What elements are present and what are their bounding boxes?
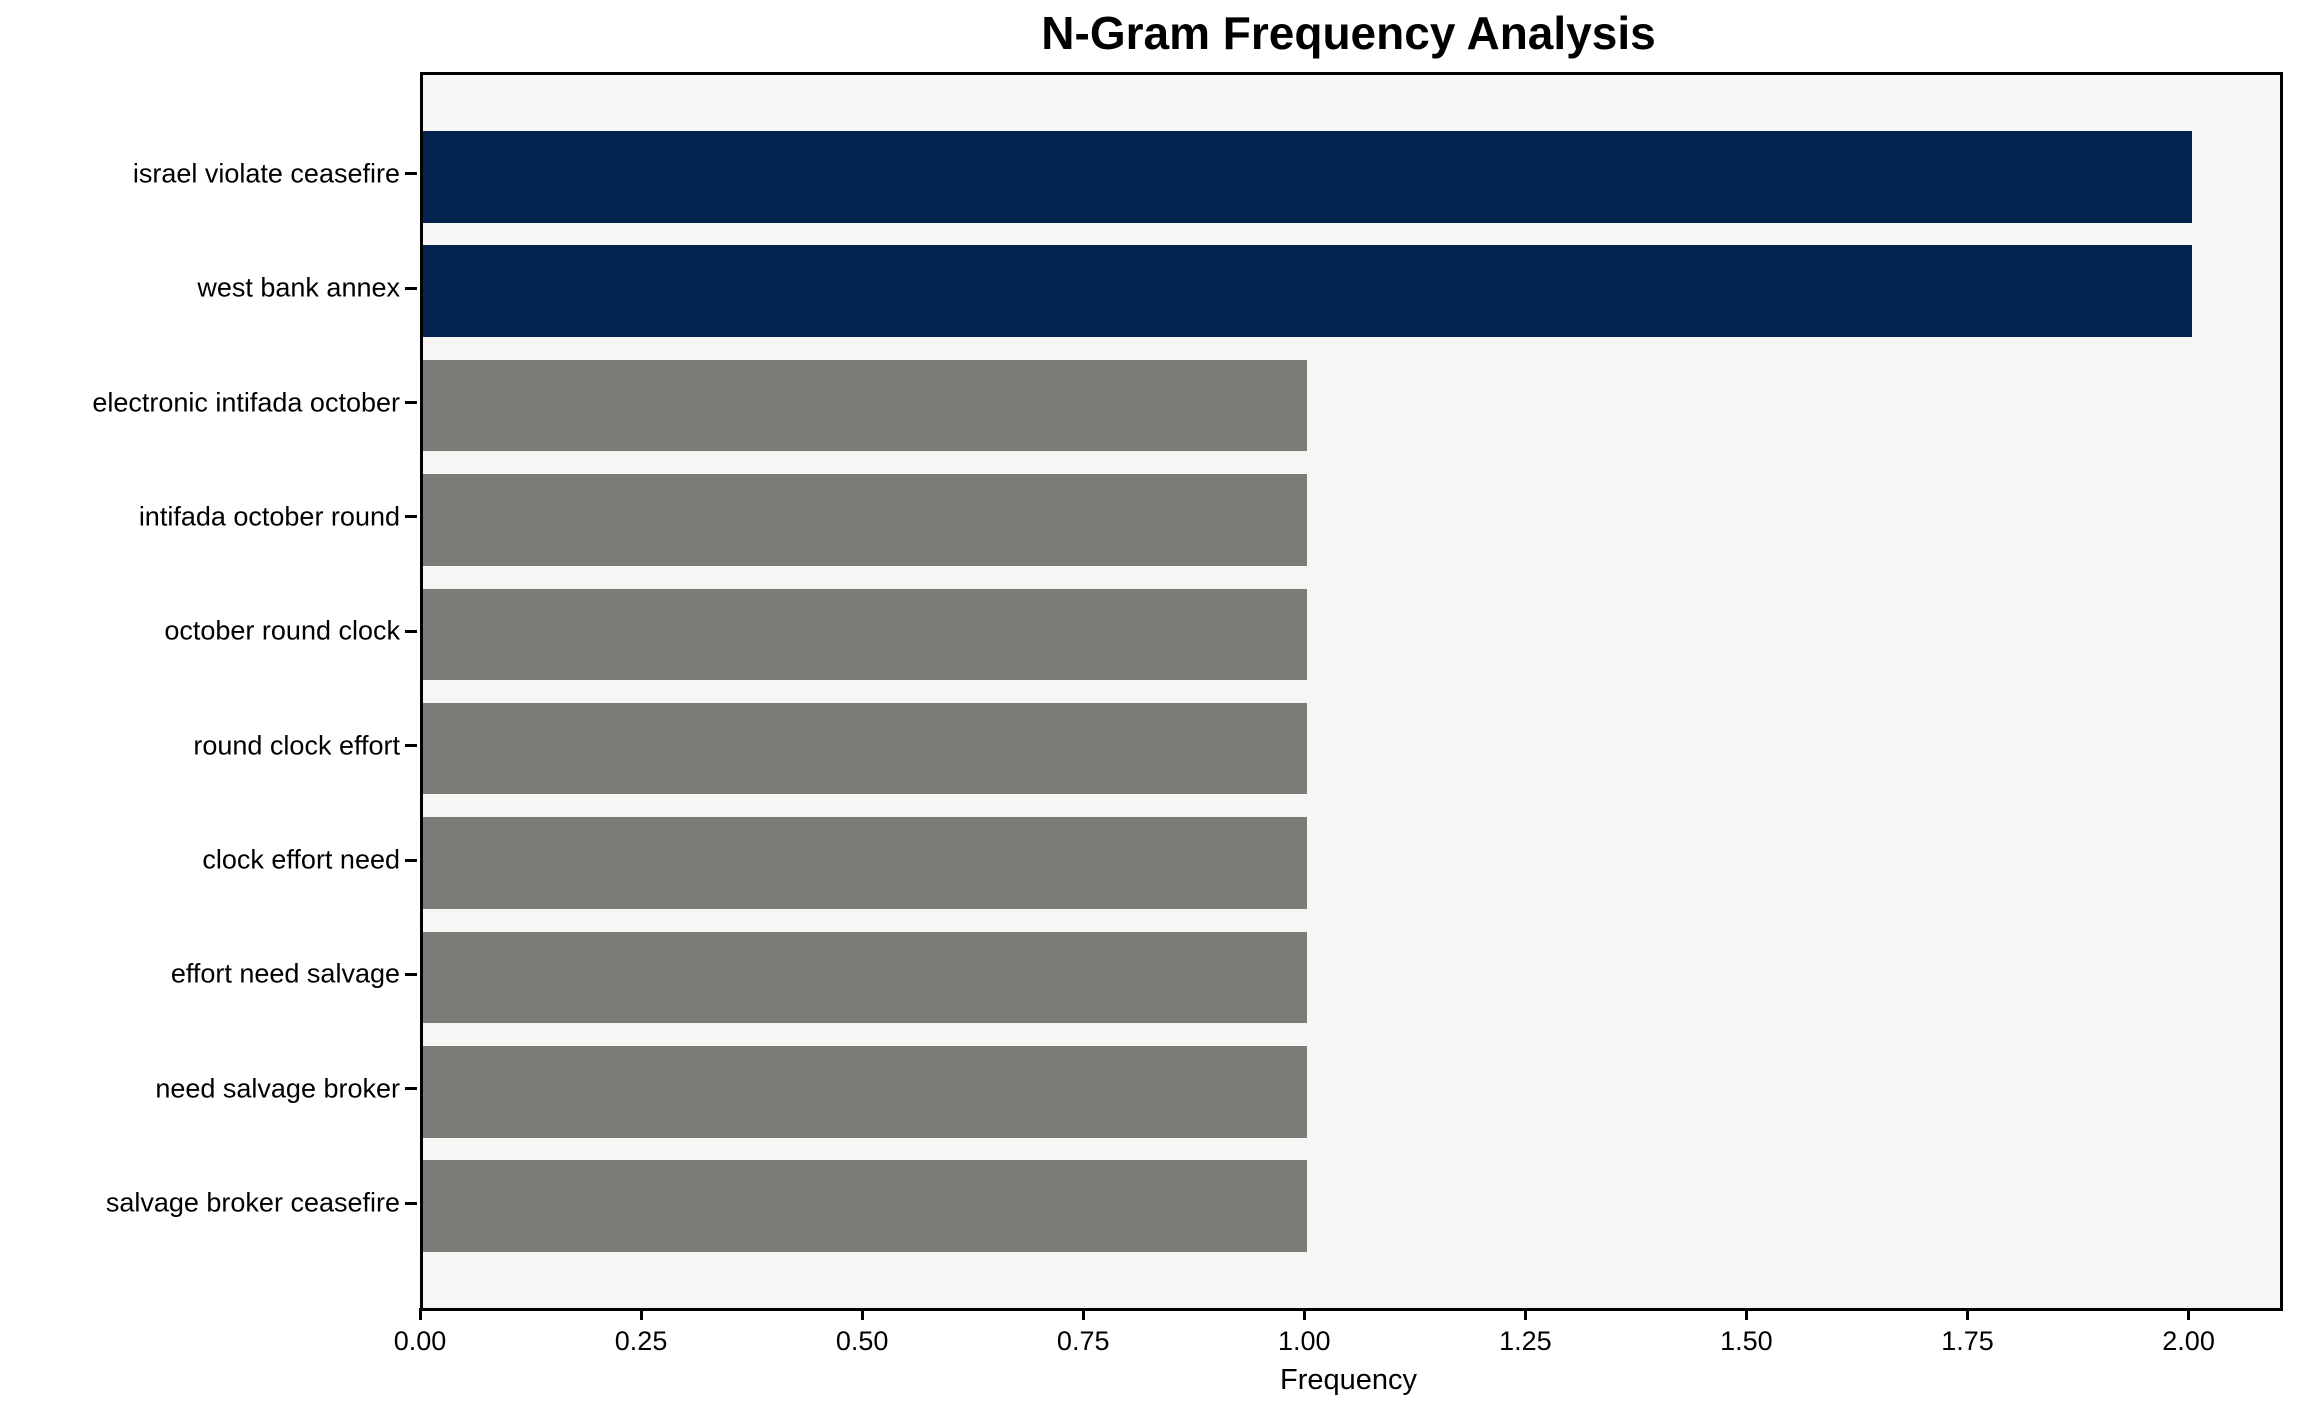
bar-west-bank-annex: [423, 245, 2192, 337]
x-axis-title: Frequency: [1279, 1364, 1417, 1396]
y-tick-mark: [405, 1087, 417, 1091]
y-tick-label: west bank annex: [197, 272, 400, 303]
x-tick-label: 1.25: [1499, 1326, 1552, 1356]
y-tick-mark: [405, 629, 417, 633]
bar-round-clock-effort: [423, 702, 1308, 795]
y-tick-label: electronic intifada october: [92, 387, 400, 418]
y-tick-mark: [405, 858, 417, 862]
x-tick-label: 1.75: [1941, 1326, 1994, 1356]
x-tick-mark: [1966, 1308, 1969, 1320]
bar-clock-effort-need: [423, 817, 1308, 909]
bar-israel-violate-ceasefire: [423, 131, 2192, 223]
y-tick-label: salvage broker ceasefire: [105, 1187, 400, 1218]
x-tick-label: 2.00: [2162, 1326, 2215, 1356]
x-tick-mark: [1081, 1308, 1085, 1320]
x-tick-mark: [1523, 1308, 1527, 1320]
y-tick-mark: [405, 172, 417, 176]
y-tick-label: intifada october round: [138, 501, 400, 532]
bar-october-round-clock: [423, 588, 1308, 681]
bar-intifada-october-round: [423, 474, 1308, 566]
x-tick-label: 0.00: [393, 1326, 447, 1356]
bar-electronic-intifada-october: [423, 359, 1308, 452]
x-tick-mark: [2187, 1308, 2191, 1320]
x-tick-label: 1.50: [1720, 1326, 1773, 1356]
y-tick-label: clock effort need: [202, 844, 400, 875]
y-tick-label: october round clock: [164, 615, 400, 646]
bar-effort-need-salvage: [423, 931, 1308, 1024]
y-tick-label: effort need salvage: [170, 958, 400, 989]
x-tick-mark: [418, 1308, 422, 1320]
chart-title: N-Gram Frequency Analysis: [1041, 7, 1656, 59]
y-tick-label: need salvage broker: [155, 1073, 400, 1104]
y-tick-mark: [405, 1201, 417, 1205]
y-tick-mark: [405, 744, 417, 748]
y-tick-mark: [405, 286, 417, 290]
bar-need-salvage-broker: [423, 1046, 1308, 1138]
y-tick-label: round clock effort: [193, 730, 400, 761]
y-tick-mark: [405, 401, 417, 405]
y-tick-label: israel violate ceasefire: [132, 158, 400, 189]
x-tick-mark: [1744, 1308, 1748, 1320]
y-tick-mark: [405, 515, 417, 519]
y-tick-mark: [405, 972, 417, 976]
x-tick-label: 1.00: [1278, 1326, 1331, 1356]
x-tick-label: 0.75: [1056, 1326, 1110, 1356]
x-tick-label: 0.25: [614, 1326, 668, 1356]
x-tick-label: 0.50: [835, 1326, 889, 1356]
bar-salvage-broker-ceasefire: [423, 1160, 1308, 1252]
plot-area: [420, 72, 2283, 1311]
x-tick-mark: [860, 1308, 864, 1320]
x-tick-mark: [1302, 1308, 1306, 1320]
x-tick-mark: [639, 1308, 643, 1320]
